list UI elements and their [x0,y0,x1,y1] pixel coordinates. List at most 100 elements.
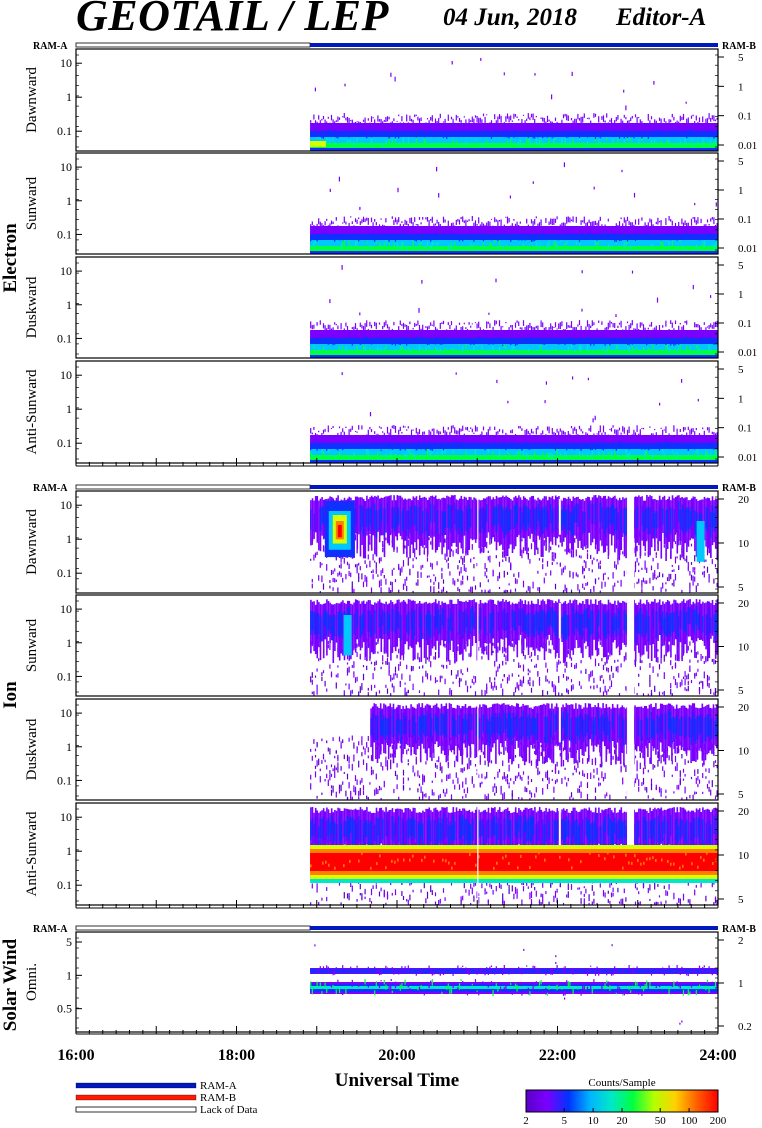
ion-band-blue [324,609,327,626]
ion-noise [713,692,715,695]
ion-noise [396,546,398,553]
ion-noise [586,581,589,586]
ion-band-blue [527,612,530,637]
spectrum-streak [604,441,606,447]
spectrum-streak [694,121,696,124]
spectrum-streak [465,427,467,430]
ion-noise [322,753,325,760]
spectrum-streak [695,132,697,137]
ion-band-blue [617,512,619,540]
ion-noise [679,682,681,688]
spectrum-streak [594,132,597,139]
ion-noise [644,765,646,770]
spectrum-streak [402,322,405,329]
spectrum-streak [420,235,422,241]
ion-noise [649,680,651,687]
spectrum-streak [622,426,624,432]
spectrum-streak [420,242,422,245]
spectrum-streak [647,132,649,139]
ion-noise [694,673,696,677]
spectrum-streak [689,346,691,352]
spectrum-streak [316,338,318,340]
ion-band-blue [316,612,319,639]
spectrum-streak [311,432,313,435]
ion-noise [415,582,417,586]
ion-noise [468,653,470,657]
spectrum-streak [327,449,329,454]
spectrum-streak [679,140,681,146]
ion-noise [487,579,489,583]
ion-noise [330,785,333,789]
spectrum-streak [447,114,449,121]
spectrum-streak [367,429,369,436]
spectrum-streak [668,216,670,221]
ion-band-blue [482,508,485,534]
spectrum-streak [582,331,584,333]
ion-noise [458,588,461,592]
ion-noise [638,779,640,786]
ion-noise [516,579,518,584]
ion-noise [585,668,587,674]
spectrum-streak [716,240,718,246]
spectrum-streak [521,143,523,147]
spectrum-streak [527,132,529,138]
spectrum-streak [326,137,328,144]
spectrum-streak [540,320,542,327]
spectrum-streak [535,241,537,246]
spectrum-streak [460,327,462,334]
spectrum-streak [532,136,534,139]
spectrum-streak [334,456,336,458]
spectrum-streak [670,119,672,123]
spectrum-streak [577,129,579,133]
spectrum-streak [426,326,429,333]
spectrum-streak [498,320,501,327]
spectrum-streak [618,133,621,139]
spectrum-streak [401,221,403,223]
ion-noise [329,748,331,755]
ion-band-purple [580,499,583,549]
ion-noise [502,793,504,800]
ion-noise [562,674,565,678]
ion-noise [375,773,377,780]
spectrum-streak [599,134,601,139]
ion-noise [492,650,494,653]
spectrum-streak [642,427,645,430]
ion-noise [556,761,558,767]
spectrum-streak [586,443,589,450]
spectrum-streak [615,429,617,436]
ion-noise [322,545,325,552]
ion-noise [708,573,710,578]
ion-band-blue [655,511,658,529]
spectrum-streak [374,321,376,327]
spectrum-streak [601,432,603,437]
ion-noise [503,792,505,799]
ion-noise [490,760,493,764]
spectrum-streak [345,117,347,121]
ion-noise [486,683,488,690]
spectrum-streak [591,320,593,327]
spectrum-streak [695,115,697,121]
spectrum-dot [563,162,565,168]
spectrum-streak [370,135,373,138]
ion-band-purple [428,497,431,537]
ion-noise [370,684,373,691]
ion-noise [700,654,702,661]
ion-noise [354,786,357,793]
spectrum-streak [430,238,432,242]
spectrum-streak [404,339,406,344]
spectrum-streak [527,224,529,227]
spectrum-streak [415,137,417,145]
ion-band-blue [425,614,427,641]
spectrum-streak [394,349,397,354]
spectrum-streak [617,232,619,236]
ion-noise [558,659,560,665]
ion-noise [478,646,480,651]
spectrum-streak [462,216,464,222]
ion-noise [657,649,659,652]
ion-noise [602,573,605,581]
ion-noise [543,756,545,764]
ion-noise [638,786,640,792]
ion-noise [593,685,595,690]
ion-noise [551,681,553,687]
spectrum-streak [310,120,312,123]
